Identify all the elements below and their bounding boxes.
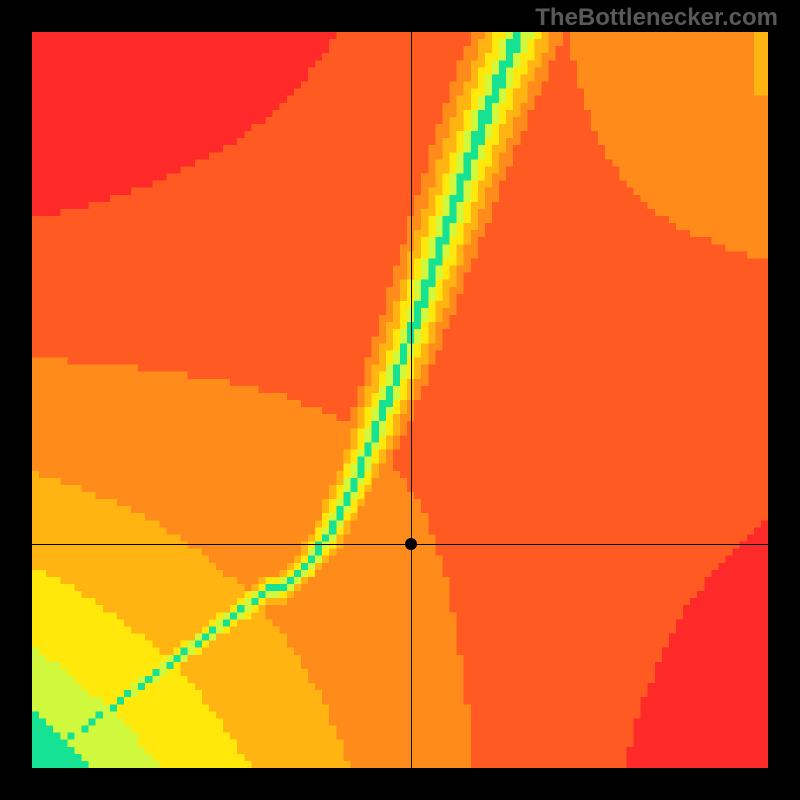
- heatmap-canvas: [32, 32, 768, 768]
- crosshair-vertical: [411, 32, 412, 768]
- watermark-text: TheBottlenecker.com: [535, 4, 778, 32]
- chart-root: TheBottlenecker.com: [0, 0, 800, 800]
- crosshair-dot: [405, 538, 417, 550]
- crosshair-horizontal: [32, 544, 768, 545]
